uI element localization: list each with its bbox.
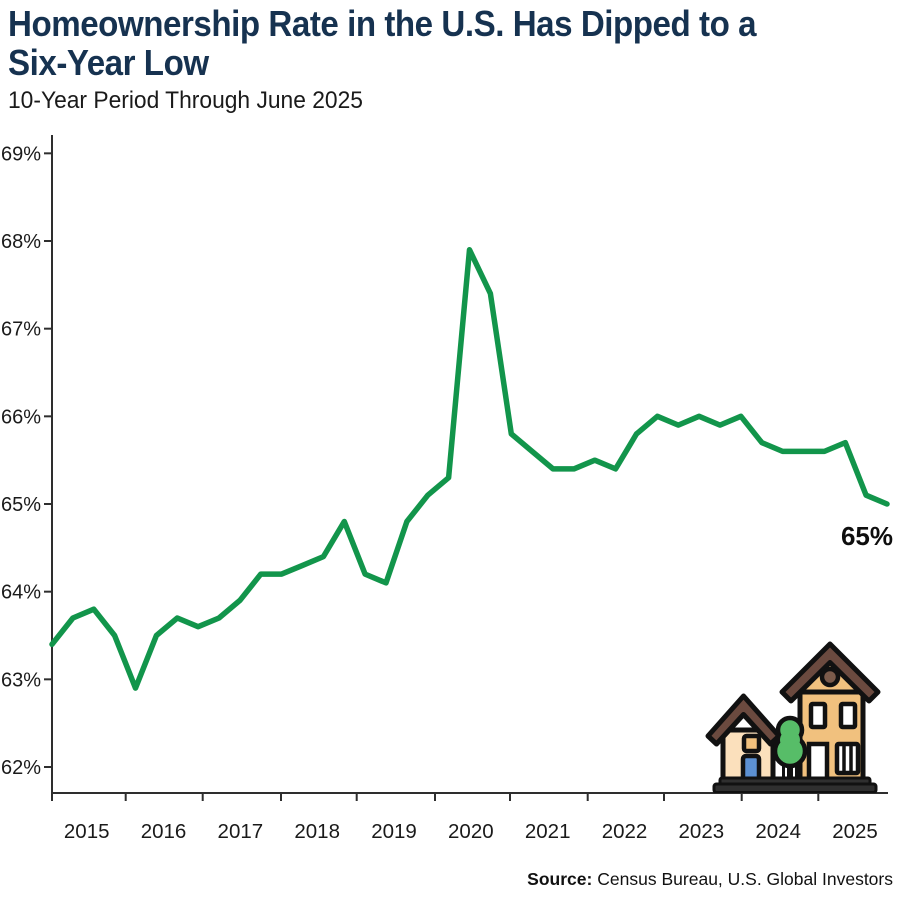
title-line-2: Six-Year Low	[8, 42, 209, 83]
x-axis-label: 2020	[448, 820, 494, 843]
y-axis-label: 67%	[1, 319, 41, 341]
tree-foliage-fill	[780, 730, 800, 750]
house-base	[712, 776, 878, 793]
source-line: Source: Census Bureau, U.S. Global Invest…	[527, 869, 893, 890]
upper-window-left	[808, 701, 828, 730]
y-axis-label: 66%	[1, 406, 41, 428]
y-axis-label: 63%	[1, 669, 41, 691]
x-axis-label: 2024	[755, 820, 801, 843]
page-title: Homeownership Rate in the U.S. Has Dippe…	[8, 3, 757, 83]
y-axis-label: 64%	[1, 582, 41, 604]
x-axis-label: 2021	[525, 820, 571, 843]
line-chart: 69% 68% 67% 66% 65% 64% 63% 62% 2015 2016 2017 2018…	[1, 135, 890, 843]
chart-subtitle: 10-Year Period Through June 2025	[8, 87, 363, 114]
y-axis-label: 65%	[1, 494, 41, 516]
gable-circle-window	[819, 666, 841, 688]
x-axis-label: 2025	[832, 820, 878, 843]
upper-window-right	[838, 701, 858, 730]
houses-illustration	[705, 641, 881, 793]
x-axis-label: 2022	[602, 820, 648, 843]
small-house-window	[741, 733, 762, 754]
x-axis-label: 2018	[294, 820, 340, 843]
source-text: Census Bureau, U.S. Global Investors	[597, 869, 893, 889]
tree	[772, 715, 808, 785]
base-bottom-slab	[712, 782, 878, 793]
x-axis-label: 2019	[371, 820, 417, 843]
small-house	[705, 693, 782, 786]
x-axis-label: 2023	[679, 820, 725, 843]
x-axis-label: 2017	[218, 820, 264, 843]
source-label: Source:	[527, 869, 593, 889]
last-value-annotation: 65%	[840, 521, 893, 551]
y-axis-label: 69%	[1, 143, 41, 165]
y-axis-label: 62%	[1, 757, 41, 779]
large-house-roof	[779, 641, 881, 704]
lower-window	[834, 741, 861, 776]
homeownership-rate-line	[49, 247, 890, 691]
x-axis-label: 2015	[64, 820, 110, 843]
title-line-1: Homeownership Rate in the U.S. Has Dippe…	[8, 3, 757, 44]
y-axis-label: 68%	[1, 231, 41, 253]
x-axis-label: 2016	[141, 820, 187, 843]
large-house-door	[806, 741, 830, 785]
